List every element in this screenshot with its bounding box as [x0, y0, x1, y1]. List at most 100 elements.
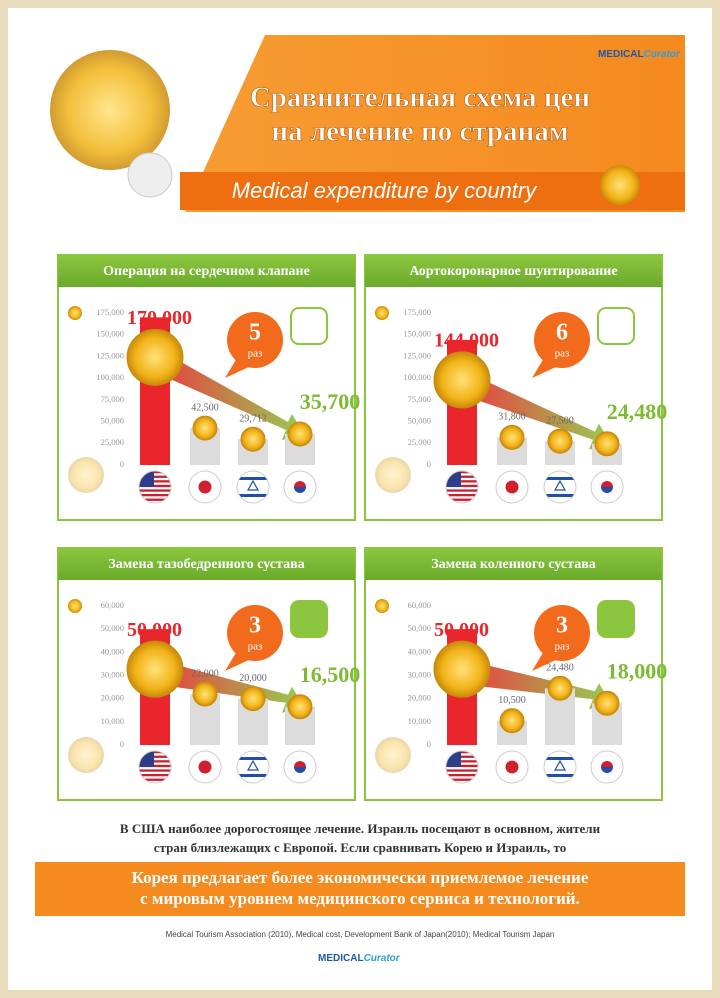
- flag-stripe: [446, 751, 478, 754]
- flag-stripe: [139, 484, 171, 488]
- factor-unit: раз: [248, 348, 263, 360]
- value-label: 27,500: [546, 415, 574, 426]
- value-label: 42,500: [191, 402, 219, 413]
- flag-taeguk: [601, 487, 613, 493]
- flag-ring: [236, 470, 270, 504]
- y-tick-label: 150,000: [96, 329, 124, 339]
- flag-ring: [445, 750, 479, 784]
- flag-taeguk: [294, 761, 306, 767]
- coin: [126, 328, 184, 386]
- factor-unit: раз: [555, 641, 570, 653]
- flag-stripe: [139, 760, 171, 763]
- coin-stack: [68, 737, 104, 773]
- y-tick-label: 10,000: [101, 716, 124, 726]
- y-tick-label: 100,000: [403, 372, 431, 382]
- y-tick-label: 50,000: [101, 416, 124, 426]
- flag-bg: [237, 751, 269, 783]
- flag-stripe: [446, 778, 478, 781]
- title-line: Сравнительная схема цен: [250, 82, 590, 114]
- coin: [375, 306, 389, 320]
- flag-ring: [283, 470, 317, 504]
- flag: [591, 751, 623, 783]
- value-label: 22,000: [191, 668, 219, 679]
- coin: [126, 640, 184, 698]
- flag-taeguk: [294, 767, 306, 773]
- flag-stripe: [237, 757, 269, 760]
- y-tick-label: 50,000: [101, 623, 124, 633]
- coin: [240, 426, 266, 452]
- coin-stack: [68, 457, 104, 493]
- flag-stripe: [446, 489, 478, 492]
- highlight-banner: [35, 862, 685, 916]
- panel-header: [365, 255, 662, 287]
- flag-ring: [138, 470, 172, 504]
- value-label: 50,000: [434, 619, 489, 641]
- y-tick-label: 75,000: [101, 394, 124, 404]
- factor: 3: [249, 613, 261, 639]
- body-line: стран близлежащих с Европой. Если сравни…: [154, 840, 566, 855]
- y-tick-label: 0: [120, 459, 124, 469]
- panel-title: Аортокоронарное шунтирование: [409, 264, 617, 279]
- flag: [237, 751, 269, 783]
- coin: [68, 306, 82, 320]
- y-tick-label: 30,000: [101, 669, 124, 679]
- value-label: 144,000: [434, 330, 499, 352]
- icon: [290, 307, 328, 345]
- coin: [68, 599, 82, 613]
- value-label: 170,000: [127, 307, 192, 329]
- flag-ring: [138, 750, 172, 784]
- coin-stack: [375, 737, 411, 773]
- y-tick-label: 175,000: [403, 307, 431, 317]
- subtitle-bar: [180, 172, 685, 210]
- flag-stripe: [139, 480, 171, 483]
- flag-stripe: [446, 475, 478, 478]
- flag-stripe: [446, 494, 478, 497]
- value-label: 24,480: [607, 399, 668, 424]
- coin: [287, 421, 313, 447]
- flag: [189, 471, 221, 503]
- coin: [192, 415, 218, 441]
- flag-stripe: [139, 778, 171, 781]
- coin-stack: [375, 457, 411, 493]
- coin-stack: [600, 165, 640, 205]
- flag-stripe: [446, 498, 478, 501]
- flag: [446, 471, 478, 503]
- factor-bubble: [534, 312, 590, 368]
- logo: MEDICALCurator: [318, 953, 401, 964]
- flag-ring: [283, 750, 317, 784]
- flag-disc: [505, 760, 519, 774]
- flag-star: [246, 479, 260, 491]
- coin: [547, 675, 573, 701]
- y-tick-label: 25,000: [101, 437, 124, 447]
- factor-unit: раз: [248, 641, 263, 653]
- flag-stripe: [446, 484, 478, 488]
- logo-brand: MEDICAL: [598, 49, 644, 60]
- factor-tail: [225, 358, 251, 378]
- y-tick-label: 125,000: [96, 350, 124, 360]
- y-tick-label: 40,000: [101, 646, 124, 656]
- title-line: на лечение по странам: [271, 116, 568, 148]
- factor-tail: [532, 358, 558, 378]
- flag-ring: [236, 750, 270, 784]
- factor: 3: [556, 613, 568, 639]
- flag-bg: [237, 471, 269, 503]
- factor-bubble: [534, 605, 590, 661]
- value-label: 35,700: [300, 389, 361, 414]
- flag-stripe: [446, 769, 478, 772]
- flag-stripe: [544, 774, 576, 777]
- flag-ring: [543, 750, 577, 784]
- factor: 5: [249, 320, 261, 346]
- flag: [591, 471, 623, 503]
- flag-ring: [590, 750, 624, 784]
- flag: [496, 751, 528, 783]
- flag-taeguk: [294, 481, 306, 487]
- factor-tail: [225, 651, 251, 671]
- flag-bg: [544, 471, 576, 503]
- value-label: 50,000: [127, 619, 182, 641]
- y-tick-label: 0: [120, 739, 124, 749]
- value-label: 18,000: [607, 658, 668, 683]
- flag: [284, 751, 316, 783]
- y-tick-label: 30,000: [408, 669, 431, 679]
- flag-stripe: [237, 774, 269, 777]
- coin: [240, 686, 266, 712]
